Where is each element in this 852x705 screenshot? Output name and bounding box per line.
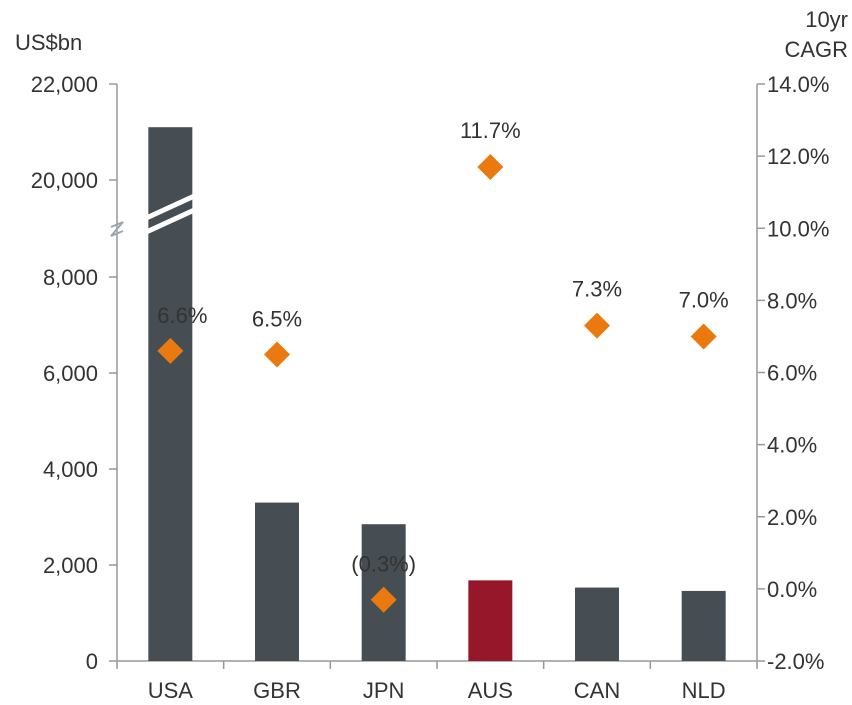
right-tick-label: 0.0% — [767, 577, 817, 602]
axes: 0 2,000 4,000 6,000 8,000 20,000 22,000 -2.0% 0.… — [31, 72, 830, 703]
left-axis-title: US$bn — [15, 30, 82, 55]
left-tick-label: 20,000 — [31, 168, 98, 193]
right-tick-label: 4.0% — [767, 433, 817, 458]
bar-aus — [468, 580, 513, 661]
bar-break-stripe — [145, 207, 196, 235]
cagr-marker-aus — [477, 153, 504, 180]
right-tick-label: 14.0% — [767, 72, 829, 97]
x-category-label: CAN — [574, 678, 620, 703]
x-category-label: USA — [148, 678, 194, 703]
x-category-label: GBR — [253, 678, 301, 703]
labels: 6.6% 6.5% (0.3%) 11.7% 7.3% 7.0% — [157, 118, 728, 577]
cagr-marker-can — [584, 312, 610, 339]
x-category-label: NLD — [682, 678, 726, 703]
cagr-marker-jpn — [370, 586, 397, 613]
cagr-marker-gbr — [264, 341, 290, 368]
cagr-label-jpn: (0.3%) — [351, 552, 416, 577]
right-tick-label: 6.0% — [767, 361, 817, 386]
left-tick-label: 22,000 — [31, 72, 98, 97]
axis-break — [110, 193, 196, 237]
x-category-label: AUS — [468, 678, 513, 703]
cagr-label-nld: 7.0% — [679, 287, 729, 312]
cagr-label-can: 7.3% — [572, 277, 622, 302]
bar-can — [575, 587, 619, 661]
right-axis-title-line1: 10yr — [805, 7, 848, 32]
right-tick-label: 12.0% — [767, 144, 829, 169]
left-tick-label: 2,000 — [43, 553, 98, 578]
bars — [148, 127, 726, 661]
axis-break-icon — [110, 221, 124, 237]
right-tick-label: 10.0% — [767, 216, 829, 241]
right-axis-title-line2: CAGR — [784, 37, 848, 62]
left-tick-label: 8,000 — [43, 265, 98, 290]
right-tick-label: 2.0% — [767, 505, 817, 530]
cagr-label-usa: 6.6% — [157, 303, 207, 328]
left-tick-label: 6,000 — [43, 361, 98, 386]
cagr-label-aus: 11.7% — [460, 118, 521, 143]
right-tick-label: 8.0% — [767, 288, 817, 313]
bar-break-stripe — [145, 193, 196, 221]
bar-nld — [681, 590, 726, 661]
x-category-label: JPN — [363, 678, 405, 703]
left-tick-label: 4,000 — [43, 457, 98, 482]
right-tick-label: -2.0% — [767, 649, 824, 674]
left-tick-label: 0 — [86, 649, 98, 674]
cagr-label-gbr: 6.5% — [252, 306, 302, 331]
markers — [157, 153, 717, 613]
bar-gbr — [255, 502, 299, 661]
cagr-marker-usa — [157, 337, 184, 364]
cagr-marker-nld — [690, 323, 717, 350]
